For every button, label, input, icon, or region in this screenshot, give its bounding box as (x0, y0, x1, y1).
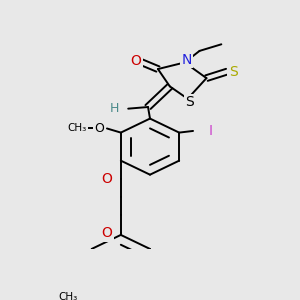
Text: O: O (131, 54, 142, 68)
Text: S: S (229, 64, 238, 79)
Text: O: O (94, 122, 104, 135)
Text: O: O (101, 226, 112, 240)
Text: N: N (182, 53, 192, 67)
Text: CH₃: CH₃ (68, 124, 87, 134)
Text: I: I (209, 124, 213, 138)
Text: H: H (110, 102, 119, 115)
Text: S: S (185, 95, 194, 109)
Text: CH₃: CH₃ (58, 292, 77, 300)
Text: O: O (101, 172, 112, 186)
